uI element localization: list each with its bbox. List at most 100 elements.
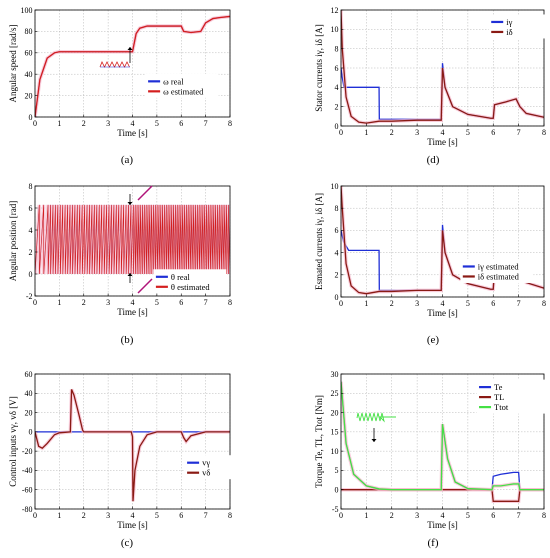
x-tick-label: 6 (491, 128, 495, 137)
x-tick-label: 3 (415, 511, 419, 520)
panel-label: (a) (121, 154, 134, 166)
x-tick-label: 2 (390, 128, 394, 137)
x-tick-label: 6 (179, 511, 183, 520)
x-tick-label: 6 (491, 511, 495, 520)
y-axis-label: Stator currents iγ, iδ [A] (314, 24, 324, 111)
y-tick-label: 0 (335, 486, 339, 495)
x-tick-label: 7 (517, 299, 521, 308)
y-axis-label: Esmated currents iγ, iδ [A] (314, 193, 324, 290)
x-tick-label: 3 (415, 128, 419, 137)
y-tick-label: 0 (29, 428, 33, 437)
x-tick-label: 8 (542, 511, 546, 520)
annotation-arrowhead (127, 202, 133, 205)
x-tick-label: 8 (228, 298, 232, 307)
legend-label: θ estimated (171, 282, 211, 292)
y-tick-label: 2 (335, 102, 339, 111)
y-tick-label: 2 (335, 271, 339, 280)
y-tick-label: 6 (335, 226, 339, 235)
y-tick-label: 40 (25, 70, 33, 79)
legend-label: iδ (506, 27, 512, 37)
x-tick-label: 6 (491, 299, 495, 308)
x-tick-label: 1 (364, 299, 368, 308)
y-tick-label: 10 (331, 25, 339, 34)
x-tick-label: 5 (466, 299, 470, 308)
y-tick-label: 40 (25, 389, 33, 398)
legend-box (488, 14, 550, 39)
x-tick-label: 2 (390, 511, 394, 520)
annotation-arrowhead (127, 273, 133, 276)
annotation-arrowhead (371, 439, 377, 442)
y-tick-label: 4 (335, 83, 339, 92)
y-tick-label: -5 (332, 505, 339, 514)
y-tick-label: 15 (331, 428, 339, 437)
series-line-iδ (341, 10, 544, 124)
y-axis-label: Angular position [rad] (8, 201, 18, 281)
legend-box (460, 258, 534, 283)
x-tick-label: 1 (57, 119, 61, 128)
y-tick-label: 0 (335, 122, 339, 131)
y-tick-label: 60 (25, 49, 33, 58)
y-tick-label: 20 (25, 91, 33, 100)
x-tick-label: 6 (179, 298, 183, 307)
x-tick-label: 1 (364, 128, 368, 137)
y-tick-label: 100 (21, 6, 33, 15)
x-tick-label: 8 (542, 128, 546, 137)
x-tick-label: 1 (57, 298, 61, 307)
x-axis-label: Time [s] (427, 308, 457, 318)
legend-label: ω real (163, 76, 184, 86)
zoom-inset-waveform (356, 412, 396, 423)
x-tick-label: 4 (441, 299, 445, 308)
series-line-θ estimated (35, 204, 230, 275)
x-tick-label: 5 (155, 298, 159, 307)
y-axis-label: Control inputs vγ, vδ [V] (8, 396, 18, 486)
x-tick-label: 0 (33, 298, 37, 307)
panel-label: (c) (121, 537, 134, 549)
y-tick-label: -2 (26, 292, 33, 301)
x-tick-label: 6 (179, 119, 183, 128)
x-tick-label: 3 (415, 299, 419, 308)
x-tick-label: 2 (82, 511, 86, 520)
y-tick-label: 12 (331, 6, 339, 15)
y-axis-label: Torque Te, TL, Ttot [Nm] (314, 395, 324, 488)
legend-label: vδ (202, 468, 210, 478)
x-tick-label: 4 (441, 128, 445, 137)
x-tick-label: 8 (228, 511, 232, 520)
y-tick-label: 20 (25, 408, 33, 417)
x-tick-label: 0 (339, 128, 343, 137)
x-tick-label: 8 (542, 299, 546, 308)
x-tick-label: 3 (106, 298, 110, 307)
x-tick-label: 2 (82, 298, 86, 307)
y-tick-label: 30 (331, 370, 339, 379)
x-tick-label: 4 (131, 298, 135, 307)
x-tick-label: 1 (364, 511, 368, 520)
x-tick-label: 5 (466, 128, 470, 137)
y-tick-label: 8 (335, 44, 339, 53)
y-tick-label: 8 (29, 182, 33, 191)
legend-label: Te (494, 382, 503, 392)
zoom-inset-marker (137, 185, 153, 201)
legend-label: ω estimated (163, 86, 204, 96)
y-tick-label: 8 (335, 204, 339, 213)
x-axis-label: Time [s] (427, 520, 457, 530)
x-tick-label: 7 (204, 511, 208, 520)
x-tick-label: 4 (131, 119, 135, 128)
zoom-inset-marker (137, 278, 153, 294)
x-tick-label: 8 (228, 119, 232, 128)
x-tick-label: 0 (33, 119, 37, 128)
panel-label: (b) (121, 334, 134, 346)
y-tick-label: 80 (25, 27, 33, 36)
x-tick-label: 7 (204, 298, 208, 307)
x-tick-label: 7 (204, 119, 208, 128)
y-tick-label: -80 (22, 505, 33, 514)
x-tick-label: 2 (390, 299, 394, 308)
chart-panel-c: 0 1 2 3 4 5 6 7 8 -80 -60 -40 -20 0 20 40 60 Time [s] Cont… (8, 370, 258, 549)
x-axis-label: Time [s] (117, 307, 147, 317)
legend-box (184, 455, 258, 480)
